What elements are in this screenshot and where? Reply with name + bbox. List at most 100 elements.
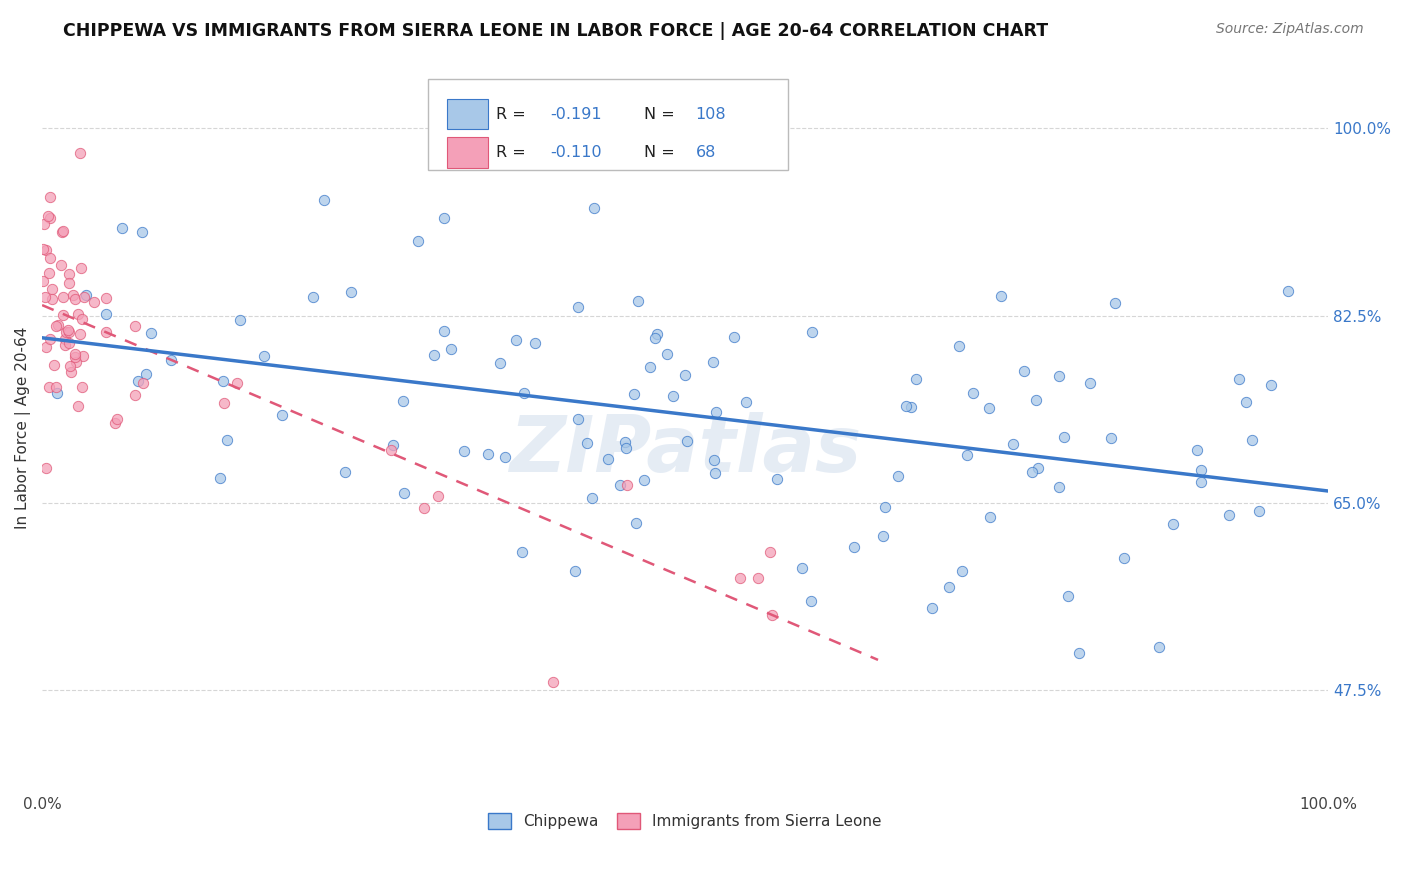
Point	[139, 326, 162, 340]
Point	[131, 225, 153, 239]
Point	[45, 319, 67, 334]
Point	[887, 468, 910, 483]
Point	[34, 290, 56, 304]
Point	[513, 385, 536, 400]
Point	[58, 336, 80, 351]
Point	[704, 405, 727, 419]
Point	[35, 244, 58, 258]
Point	[37, 209, 59, 223]
Point	[979, 510, 1001, 524]
Point	[1026, 460, 1049, 475]
Point	[214, 396, 236, 410]
Point	[45, 380, 67, 394]
Point	[211, 374, 233, 388]
Point	[83, 294, 105, 309]
Point	[422, 348, 444, 362]
Point	[65, 355, 87, 369]
Point	[1189, 475, 1212, 490]
Point	[69, 145, 91, 160]
Point	[72, 379, 94, 393]
Point	[38, 380, 60, 394]
Point	[38, 251, 60, 265]
Point	[124, 318, 146, 333]
Point	[524, 336, 547, 351]
Point	[576, 436, 599, 450]
Legend: Chippewa, Immigrants from Sierra Leone: Chippewa, Immigrants from Sierra Leone	[482, 807, 889, 835]
FancyBboxPatch shape	[447, 137, 488, 168]
Point	[312, 194, 335, 208]
Point	[433, 324, 456, 338]
Point	[73, 290, 96, 304]
Point	[596, 452, 619, 467]
Point	[406, 234, 429, 248]
Point	[1147, 640, 1170, 654]
Point	[644, 331, 666, 345]
Point	[70, 312, 93, 326]
Point	[627, 294, 650, 309]
Text: -0.191: -0.191	[550, 106, 602, 121]
Point	[217, 433, 239, 447]
Point	[46, 318, 69, 332]
Point	[58, 326, 80, 340]
Point	[800, 325, 823, 339]
Point	[67, 307, 90, 321]
Point	[1099, 431, 1122, 445]
Point	[541, 675, 564, 690]
Point	[894, 400, 917, 414]
Point	[382, 438, 405, 452]
Point	[38, 266, 60, 280]
Point	[32, 274, 55, 288]
Point	[38, 190, 60, 204]
Point	[581, 491, 603, 505]
FancyBboxPatch shape	[447, 99, 488, 129]
Point	[41, 282, 63, 296]
Point	[229, 312, 252, 326]
Point	[614, 441, 637, 455]
Point	[1057, 590, 1080, 604]
Point	[52, 308, 75, 322]
Point	[65, 346, 87, 360]
Point	[252, 349, 274, 363]
Point	[63, 293, 86, 307]
Point	[392, 486, 415, 500]
Point	[55, 326, 77, 340]
Point	[872, 529, 894, 543]
Y-axis label: In Labor Force | Age 20-64: In Labor Force | Age 20-64	[15, 326, 31, 529]
Point	[977, 401, 1000, 416]
Point	[950, 564, 973, 578]
Point	[426, 489, 449, 503]
Point	[645, 326, 668, 341]
Point	[1078, 376, 1101, 390]
Point	[105, 412, 128, 426]
Point	[723, 330, 745, 344]
Point	[127, 375, 149, 389]
Point	[59, 365, 82, 379]
Point	[938, 581, 960, 595]
Point	[703, 466, 725, 480]
Point	[624, 516, 647, 530]
Point	[582, 201, 605, 215]
Point	[904, 372, 927, 386]
Point	[1053, 430, 1076, 444]
Point	[765, 472, 787, 486]
Point	[302, 290, 325, 304]
Point	[488, 356, 510, 370]
Point	[1161, 516, 1184, 531]
Point	[761, 608, 783, 623]
Point	[1277, 285, 1299, 299]
Point	[35, 461, 58, 475]
Point	[52, 224, 75, 238]
Point	[135, 367, 157, 381]
Point	[675, 434, 697, 448]
Point	[1249, 503, 1271, 517]
Point	[51, 225, 73, 239]
Point	[728, 571, 751, 585]
Point	[111, 220, 134, 235]
Text: ZIPatlas: ZIPatlas	[509, 412, 862, 488]
Point	[66, 399, 89, 413]
Point	[900, 400, 922, 414]
Point	[616, 477, 638, 491]
Point	[1002, 436, 1025, 450]
Point	[623, 386, 645, 401]
Point	[94, 325, 117, 339]
